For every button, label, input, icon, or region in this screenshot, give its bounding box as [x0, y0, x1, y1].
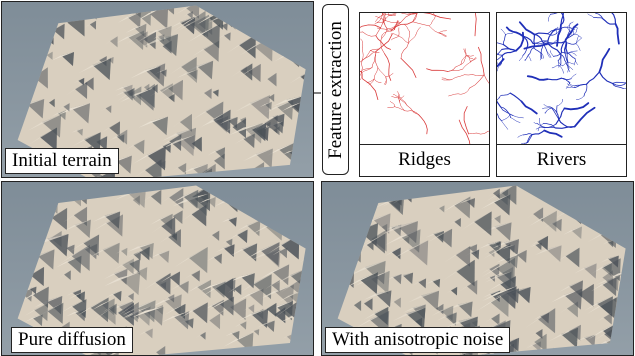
ridges-label: Ridges	[359, 144, 490, 177]
initial-terrain-panel: Initial terrain	[1, 1, 314, 178]
feature-extraction-box: Feature extraction	[322, 4, 349, 175]
ridges-network	[360, 13, 489, 144]
feature-extraction-label: Feature extraction	[324, 20, 346, 159]
initial-terrain-caption: Initial terrain	[5, 148, 119, 174]
terrain-slab	[17, 185, 306, 355]
pure-diffusion-caption: Pure diffusion	[11, 327, 133, 353]
rivers-map	[496, 12, 627, 145]
rivers-label: Rivers	[496, 144, 627, 177]
anisotropic-noise-caption: With anisotropic noise	[325, 327, 511, 353]
pure-diffusion-render	[17, 185, 306, 355]
arrow-to-extraction	[314, 92, 321, 94]
ridges-map	[359, 12, 490, 145]
terrain-slab	[17, 5, 306, 177]
rivers-network	[497, 13, 626, 144]
anisotropic-noise-panel: With anisotropic noise	[321, 181, 634, 356]
pure-diffusion-panel: Pure diffusion	[1, 181, 314, 356]
